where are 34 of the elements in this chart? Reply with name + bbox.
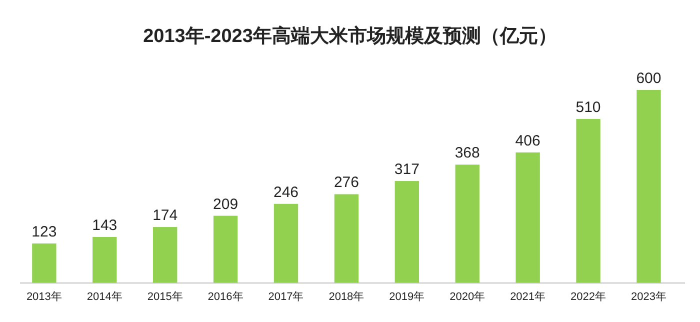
x-tick-label: 2021年 bbox=[510, 291, 546, 303]
x-tick-label: 2016年 bbox=[208, 291, 244, 303]
bar bbox=[274, 204, 298, 283]
data-label: 317 bbox=[394, 161, 420, 178]
bar bbox=[32, 243, 56, 283]
bar bbox=[636, 90, 661, 283]
data-label: 123 bbox=[32, 223, 57, 240]
x-tick-label: 2014年 bbox=[86, 291, 122, 303]
bar bbox=[92, 237, 117, 283]
x-tick-label: 2013年 bbox=[26, 291, 62, 303]
bar bbox=[516, 152, 540, 283]
bar bbox=[576, 118, 600, 283]
x-tick-label: 2015年 bbox=[147, 291, 183, 303]
x-tick-label: 2023年 bbox=[630, 291, 666, 303]
data-label: 368 bbox=[454, 144, 480, 162]
x-tick-label: 2017年 bbox=[268, 291, 304, 303]
x-tick-label: 2018年 bbox=[328, 291, 364, 303]
bar bbox=[153, 227, 178, 283]
data-label: 246 bbox=[273, 184, 299, 201]
bar bbox=[455, 164, 480, 283]
bar bbox=[394, 181, 419, 283]
x-tick-label: 2019年 bbox=[389, 291, 425, 303]
data-label: 406 bbox=[515, 132, 540, 150]
bar bbox=[334, 194, 359, 283]
x-tick-label: 2022年 bbox=[570, 291, 606, 303]
x-tick-label: 2020年 bbox=[450, 291, 486, 303]
data-label: 209 bbox=[213, 196, 238, 213]
data-label: 600 bbox=[636, 70, 662, 87]
data-label: 510 bbox=[576, 98, 601, 116]
bar bbox=[213, 216, 238, 283]
data-label: 276 bbox=[334, 174, 359, 192]
data-label: 143 bbox=[92, 217, 118, 234]
chart-title: 2013年-2023年高端大米市场规模及预测（亿元） bbox=[143, 25, 557, 47]
data-label: 174 bbox=[152, 207, 178, 224]
